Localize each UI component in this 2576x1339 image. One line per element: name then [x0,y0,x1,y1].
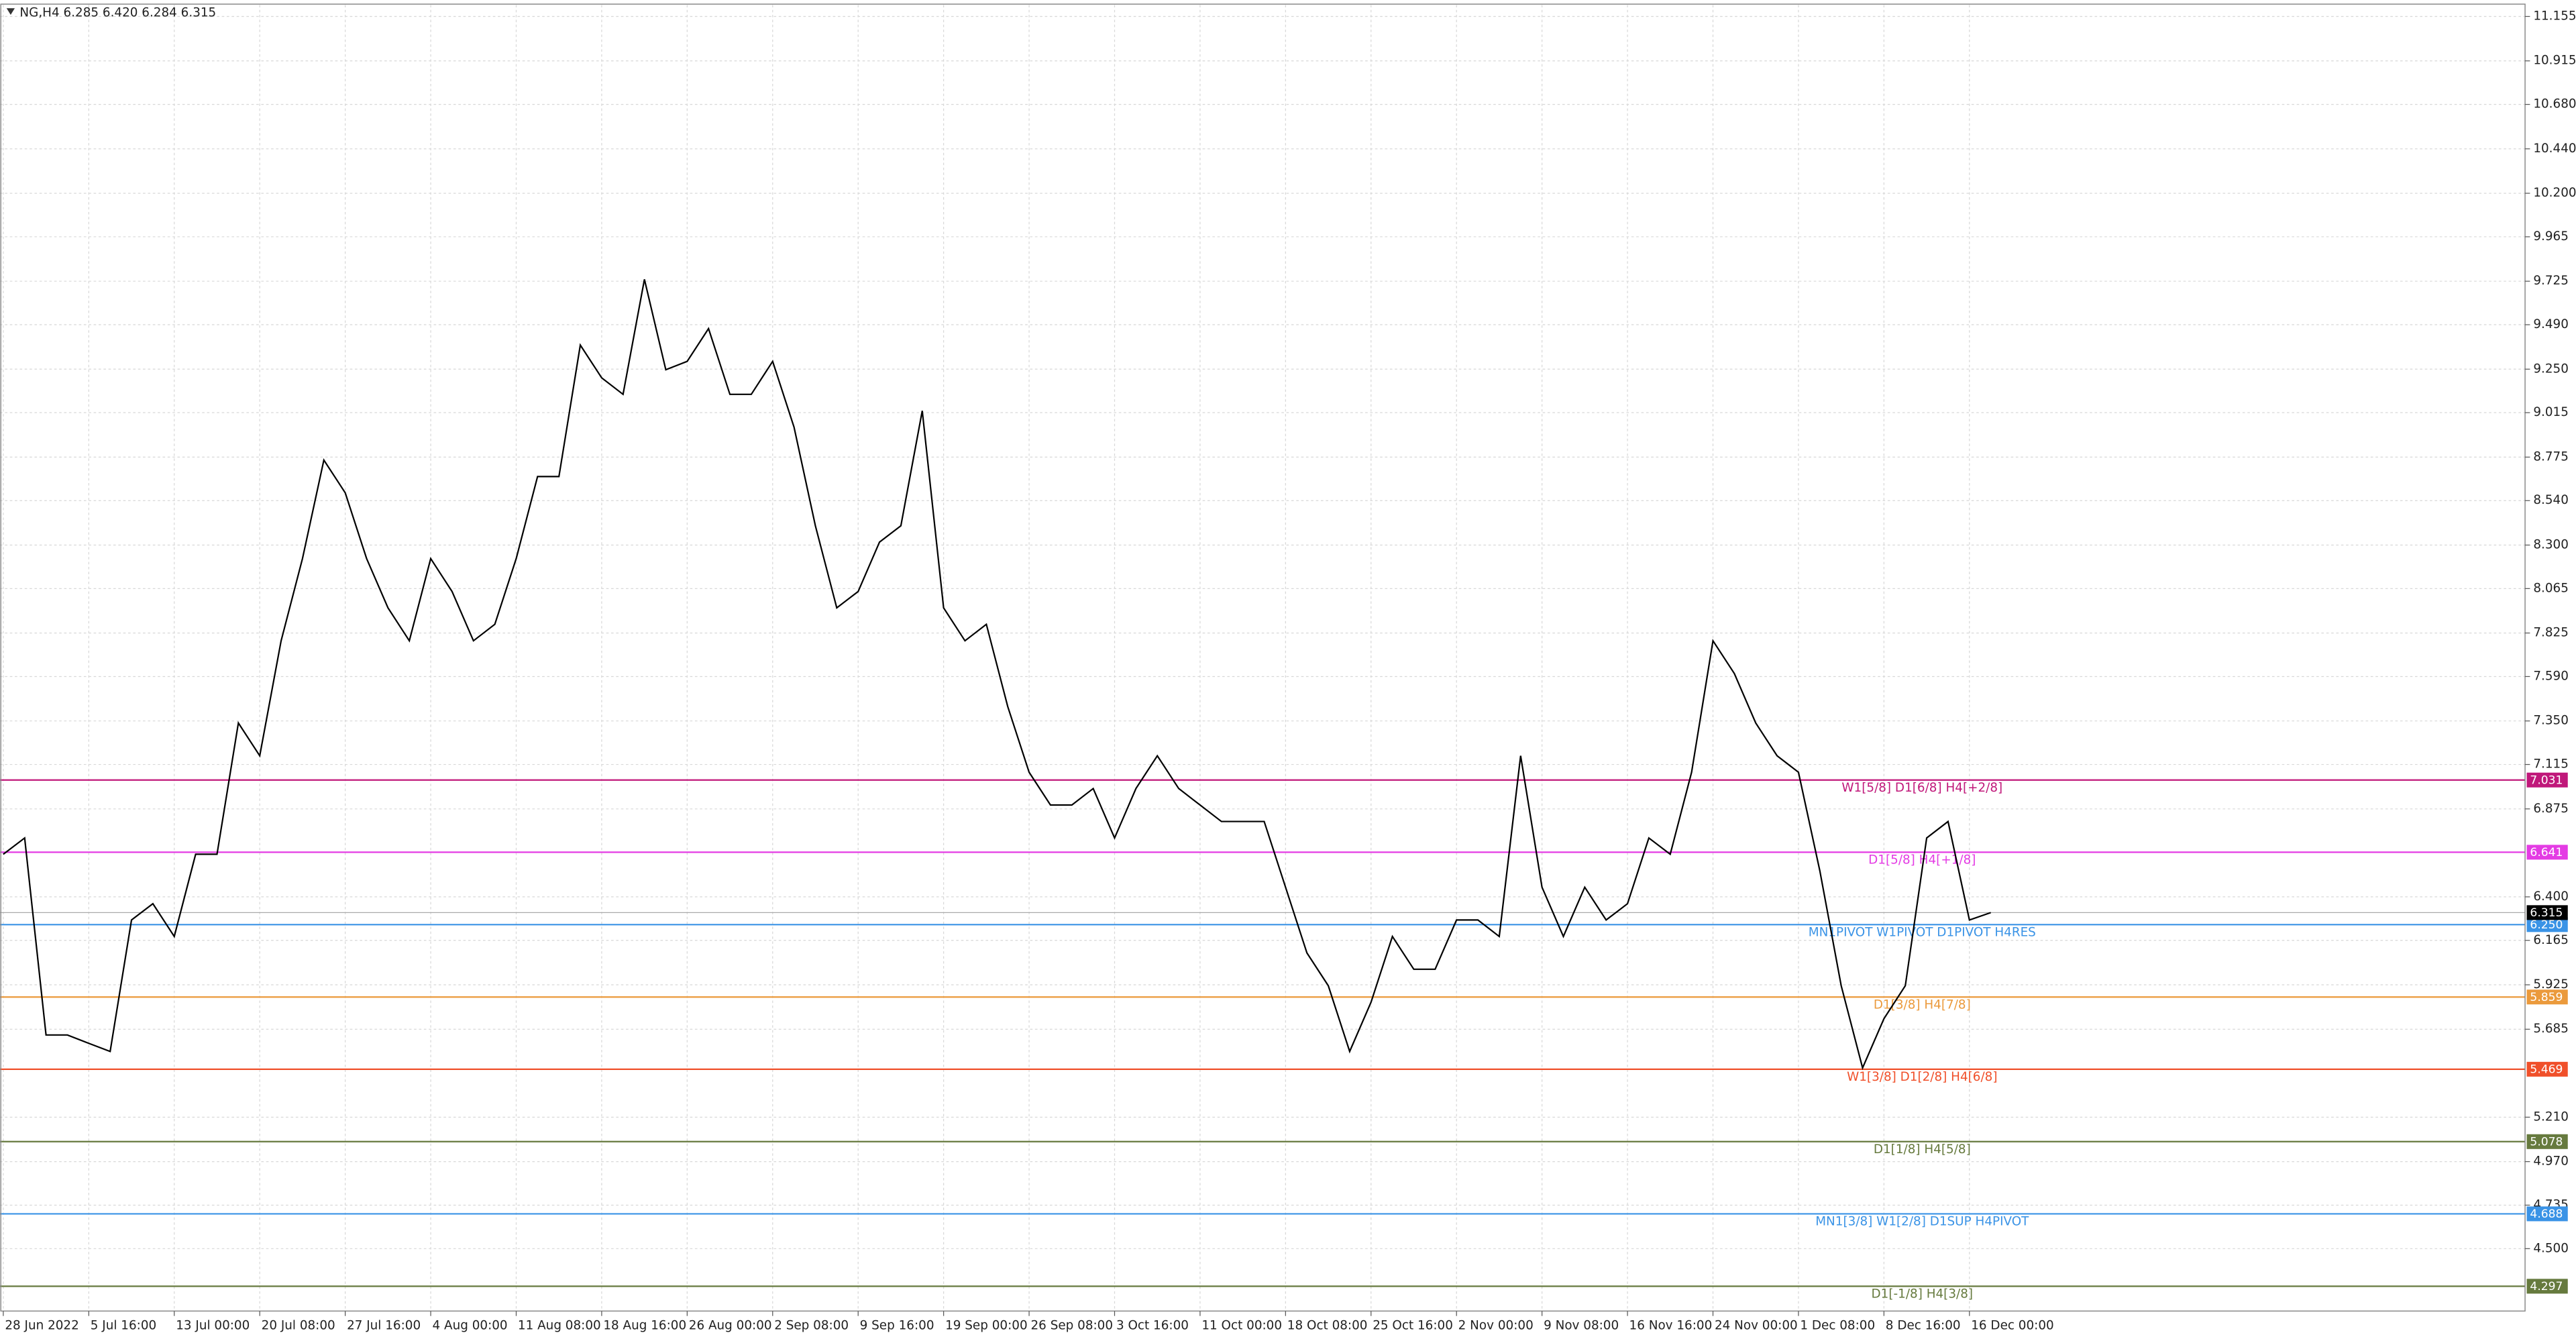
price-tag-label: 6.250 [2530,918,2563,932]
x-tick-label: 2 Sep 08:00 [774,1318,849,1332]
price-tag [2526,1061,2568,1077]
x-tick-label: 9 Nov 08:00 [1544,1318,1619,1332]
x-tick-label: 16 Dec 00:00 [1971,1318,2053,1332]
menu-arrow[interactable] [6,8,15,15]
level-label: MN1[3/8] W1[2/8] D1SUP H4PIVOT [1815,1215,2029,1229]
level-label: W1[5/8] D1[6/8] H4[+2/8] [1841,781,2002,795]
x-tick-label: 26 Aug 00:00 [689,1318,772,1332]
y-tick-label: 7.350 [2533,714,2569,728]
price-tag-label: 7.031 [2530,773,2563,787]
y-tick-label: 6.400 [2533,890,2569,904]
price-tag [2526,1279,2568,1294]
x-tick-label: 24 Nov 00:00 [1715,1318,1798,1332]
price-tag-label: 5.859 [2530,991,2563,1004]
price-tag [2526,845,2568,860]
x-tick-label: 26 Sep 08:00 [1031,1318,1114,1332]
price-tag-label: 4.688 [2530,1208,2563,1221]
x-tick-label: 4 Aug 00:00 [433,1318,508,1332]
y-tick-label: 5.925 [2533,977,2569,992]
y-tick-label: 9.725 [2533,274,2569,288]
plot-frame [0,3,2526,1312]
x-tick-label: 19 Sep 00:00 [945,1318,1028,1332]
x-tick-label: 13 Jul 00:00 [176,1318,250,1332]
x-tick-label: 11 Aug 08:00 [518,1318,601,1332]
plot [3,279,1992,1071]
last-price-label: 6.315 [2530,906,2563,920]
y-tick-label: 8.065 [2533,581,2569,595]
x-tick-label: 25 Oct 16:00 [1373,1318,1453,1332]
price-tag [2526,772,2568,788]
grid [0,5,2526,1311]
y-tick-label: 4.500 [2533,1241,2569,1255]
y-tick-label: 5.685 [2533,1022,2569,1036]
y-tick-label: 10.200 [2533,186,2576,200]
x-tick-label: 11 Oct 00:00 [1201,1318,1282,1332]
level-label: D1[3/8] H4[7/8] [1874,998,1971,1012]
y-tick-label: 5.210 [2533,1110,2569,1124]
x-tick-label: 18 Aug 16:00 [603,1318,686,1332]
y-tick-label: 8.300 [2533,537,2569,551]
levels: W1[5/8] D1[6/8] H4[+2/8] D1[5/8] H4[+1/8]… [0,779,2526,1301]
y-tick-label: 10.440 [2533,142,2576,156]
level-label: D1[1/8] H4[5/8] [1874,1142,1971,1157]
y-tick-label: 8.775 [2533,449,2569,464]
price-line [3,279,1992,1071]
price-tag [2526,917,2568,932]
y-tick-label: 9.965 [2533,229,2569,244]
x-tick-label: 16 Nov 16:00 [1629,1318,1713,1332]
x-tick-label: 9 Sep 16:00 [860,1318,934,1332]
y-tick-label: 7.115 [2533,757,2569,771]
y-tick-label: 9.490 [2533,317,2569,331]
x-tick-label: 5 Jul 16:00 [91,1318,156,1332]
y-tick-label: 10.680 [2533,97,2576,111]
chart-title: NG,H4 6.285 6.420 6.284 6.315 [19,6,216,20]
y-tick-label: 8.540 [2533,493,2569,507]
y-tick-label: 10.915 [2533,54,2576,68]
price-tag-label: 5.078 [2530,1136,2563,1149]
y-tick-label: 9.250 [2533,362,2569,376]
y-tick-label: 7.825 [2533,626,2569,640]
x-tick-label: 8 Dec 16:00 [1886,1318,1961,1332]
price-tag [2526,1206,2568,1222]
x-tick-label: 18 Oct 08:00 [1287,1318,1368,1332]
price-tag-label: 4.297 [2530,1280,2563,1293]
level-label: D1[5/8] H4[+1/8] [1868,853,1976,867]
y-tick-label: 9.015 [2533,405,2569,419]
y-tick-label: 7.590 [2533,669,2569,683]
price-tag [2526,989,2568,1005]
level-label: D1[-1/8] H4[3/8] [1872,1287,1974,1301]
x-tick-label: 3 Oct 16:00 [1116,1318,1189,1332]
y-tick-label: 4.970 [2533,1155,2569,1169]
x-tick-label: 2 Nov 00:00 [1458,1318,1534,1332]
price-tag-label: 6.641 [2530,846,2563,859]
x-tick-label: 28 Jun 2022 [5,1318,78,1332]
y-tick-label: 6.165 [2533,933,2569,947]
last-price-tag [2526,905,2568,920]
level-label: MN1PIVOT W1PIVOT D1PIVOT H4RES [1809,926,2036,940]
x-tick-label: 27 Jul 16:00 [347,1318,421,1332]
x-tick-label: 1 Dec 08:00 [1800,1318,1875,1332]
price-tag-label: 5.469 [2530,1063,2563,1077]
axes: 11.155 10.915 10.680 10.440 10.200 9.965 9.725… [3,9,2576,1332]
y-tick-label: 11.155 [2533,9,2576,23]
y-tick-label: 6.875 [2533,802,2569,816]
price-tag [2526,1134,2568,1149]
x-tick-label: 20 Jul 08:00 [262,1318,335,1332]
level-label: W1[3/8] D1[2/8] H4[6/8] [1847,1070,1997,1084]
